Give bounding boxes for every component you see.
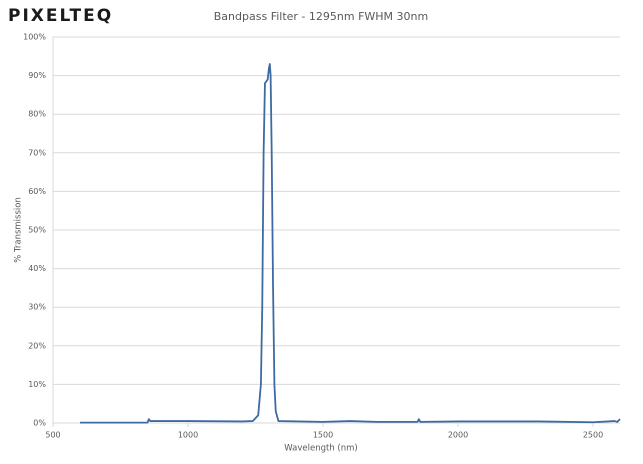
x-tick-label: 2000 — [448, 431, 468, 440]
y-tick-label: 60% — [28, 187, 46, 196]
x-tick-label: 1000 — [178, 431, 198, 440]
y-tick-label: 30% — [28, 303, 46, 312]
data-line — [80, 63, 621, 424]
x-tick-label: 1500 — [313, 431, 333, 440]
logo: PIXELTEQ — [8, 6, 113, 26]
y-tick-label: 0% — [33, 419, 46, 428]
y-tick-label: 10% — [28, 380, 46, 389]
y-axis-label: % Transmission — [14, 197, 24, 263]
x-axis-label: Wavelength (nm) — [284, 444, 357, 454]
y-tick-label: 80% — [28, 110, 46, 119]
chart-title: Bandpass Filter - 1295nm FWHM 30nm — [214, 10, 428, 23]
y-tick-label: 100% — [23, 33, 46, 42]
x-tick-label: 500 — [45, 431, 60, 440]
y-tick-label: 70% — [28, 148, 46, 157]
y-tick-label: 20% — [28, 341, 46, 350]
x-tick-label: 2500 — [583, 431, 603, 440]
y-tick-label: 50% — [28, 226, 46, 235]
y-tick-label: 40% — [28, 264, 46, 273]
y-tick-label: 90% — [28, 71, 46, 80]
